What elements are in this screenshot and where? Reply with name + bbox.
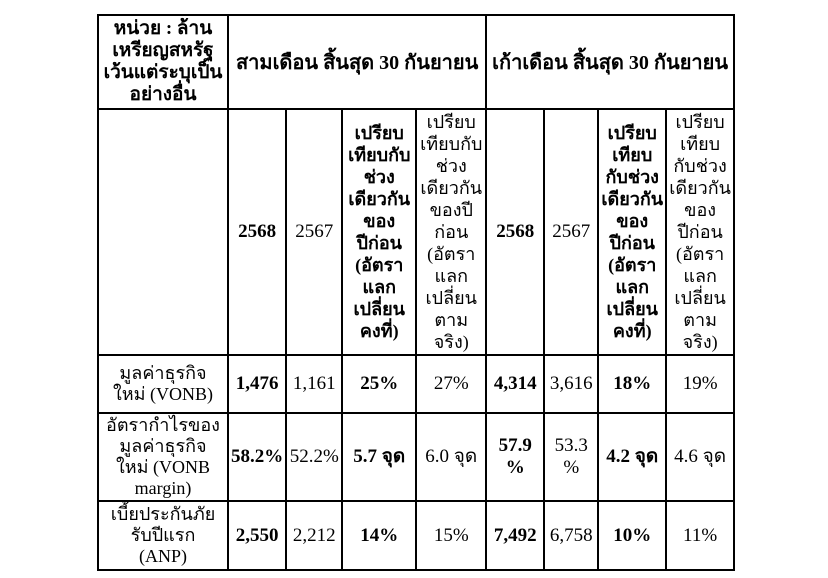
vonb-margin-q3-yoy-aer-value: 6.0 จุด [415, 412, 488, 502]
period-header-row: หน่วย : ล้าน เหรียญสหรัฐ เว้นแต่ระบุเป็น… [97, 14, 735, 110]
anp-q3-2568-value: 2,550 [226, 500, 288, 571]
anp-9m-2567-value: 6,758 [543, 500, 600, 571]
vonb-9m-yoy-aer-value: 19% [665, 354, 735, 414]
anp-9m-yoy-aer-value: 11% [665, 500, 735, 571]
row-label-vonb-margin: อัตรากำไรของ มูลค่าธุรกิจ ใหม่ (VONB mar… [97, 412, 229, 502]
col-header-q3-yoy-actual-fx: เปรียบ เทียบกับ ช่วง เดียวกัน ของปี ก่อน… [415, 108, 488, 356]
col-header-q3-2568: 2568 [226, 108, 288, 356]
period-header-nine-months: เก้าเดือน สิ้นสุด 30 กันยายน [485, 14, 735, 110]
anp-q3-2567-value: 2,212 [285, 500, 344, 571]
vonb-margin-9m-yoy-cer-value: 4.2 จุด [597, 412, 668, 502]
vonb-q3-yoy-cer-value: 25% [341, 354, 418, 414]
vonb-9m-2567-value: 3,616 [543, 354, 600, 414]
row-label-anp: เบี้ยประกันภัย รับปีแรก (ANP) [97, 500, 229, 571]
unit-note: หน่วย : ล้าน เหรียญสหรัฐ เว้นแต่ระบุเป็น… [97, 14, 229, 110]
period-header-three-months: สามเดือน สิ้นสุด 30 กันยายน [226, 14, 488, 110]
anp-q3-yoy-aer-value: 15% [415, 500, 488, 571]
col-header-9m-yoy-actual-fx: เปรียบ เทียบ กับช่วง เดียวกัน ของ ปีก่อน… [665, 108, 735, 356]
vonb-q3-2568-value: 1,476 [226, 354, 288, 414]
table-row-vonb: มูลค่าธุรกิจ ใหม่ (VONB) 1,476 1,161 25%… [97, 354, 735, 414]
col-header-9m-2567: 2567 [543, 108, 600, 356]
col-header-9m-2568: 2568 [485, 108, 546, 356]
vonb-margin-q3-2567-value: 52.2% [285, 412, 344, 502]
col-header-q3-2567: 2567 [285, 108, 344, 356]
financial-results-table: หน่วย : ล้าน เหรียญสหรัฐ เว้นแต่ระบุเป็น… [97, 14, 735, 571]
vonb-margin-q3-2568-value: 58.2% [226, 412, 288, 502]
vonb-margin-9m-2567-value: 53.3 % [543, 412, 600, 502]
vonb-margin-9m-2568-value: 57.9 % [485, 412, 546, 502]
table-row-vonb-margin: อัตรากำไรของ มูลค่าธุรกิจ ใหม่ (VONB mar… [97, 412, 735, 502]
row-label-vonb: มูลค่าธุรกิจ ใหม่ (VONB) [97, 354, 229, 414]
vonb-9m-yoy-cer-value: 18% [597, 354, 668, 414]
vonb-margin-9m-yoy-aer-value: 4.6 จุด [665, 412, 735, 502]
vonb-9m-2568-value: 4,314 [485, 354, 546, 414]
table-row-anp: เบี้ยประกันภัย รับปีแรก (ANP) 2,550 2,21… [97, 500, 735, 571]
col-header-q3-yoy-constant-fx: เปรียบ เทียบกับ ช่วง เดียวกัน ของ ปีก่อน… [341, 108, 418, 356]
vonb-margin-q3-yoy-cer-value: 5.7 จุด [341, 412, 418, 502]
anp-9m-yoy-cer-value: 10% [597, 500, 668, 571]
vonb-q3-2567-value: 1,161 [285, 354, 344, 414]
vonb-q3-yoy-aer-value: 27% [415, 354, 488, 414]
column-header-row: 2568 2567 เปรียบ เทียบกับ ช่วง เดียวกัน … [97, 108, 735, 356]
col-header-9m-yoy-constant-fx: เปรียบ เทียบ กับช่วง เดียวกัน ของ ปีก่อน… [597, 108, 668, 356]
anp-9m-2568-value: 7,492 [485, 500, 546, 571]
anp-q3-yoy-cer-value: 14% [341, 500, 418, 571]
blank-header-cell [97, 108, 229, 356]
